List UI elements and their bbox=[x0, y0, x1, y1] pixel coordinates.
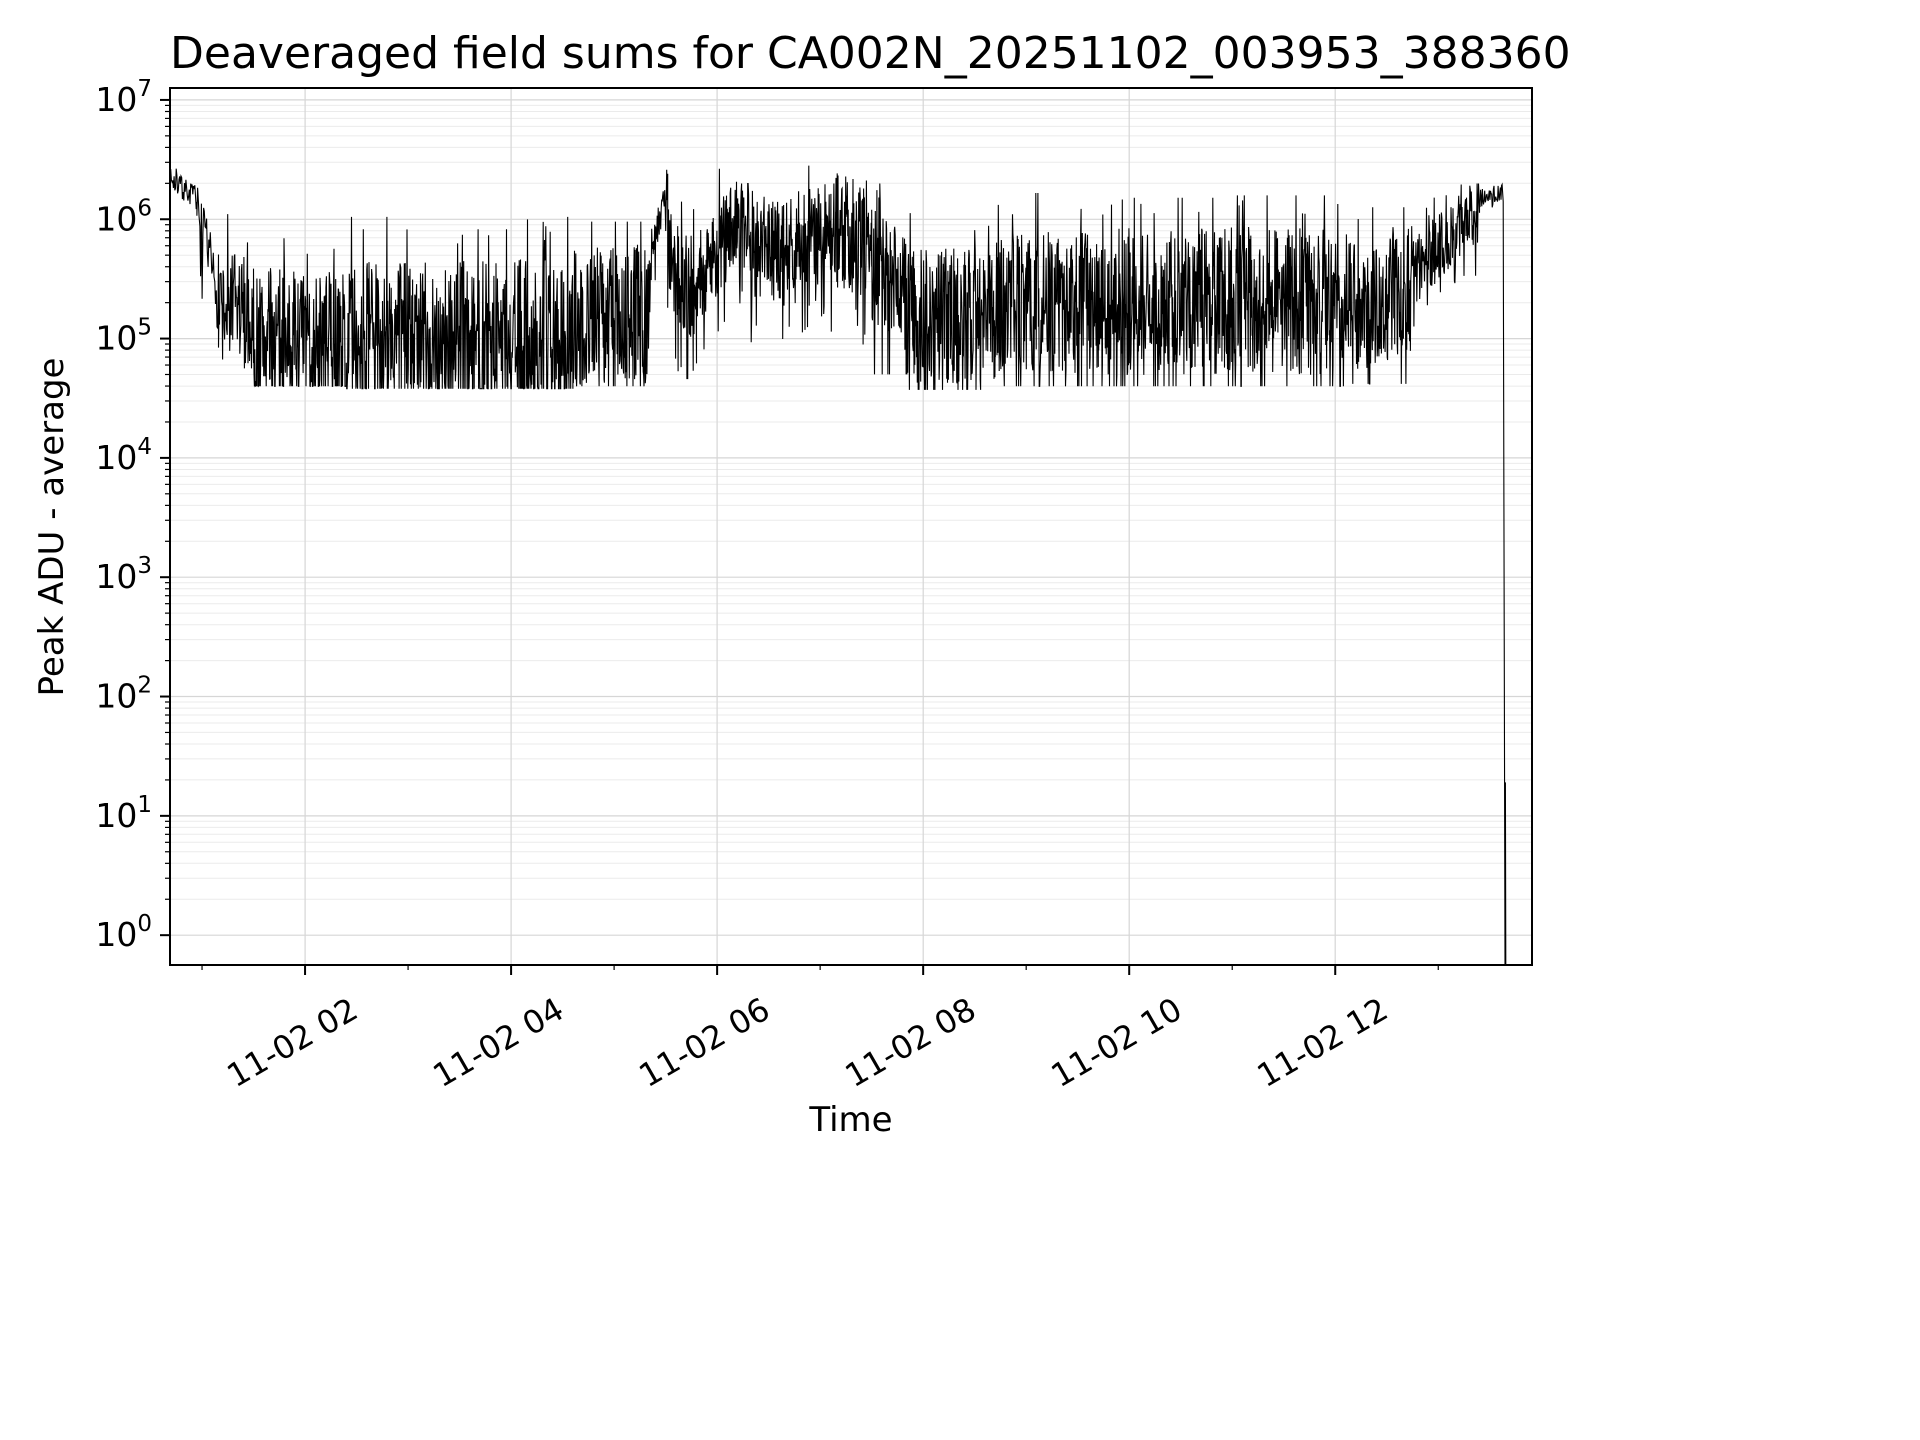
y-tick-label: 101 bbox=[95, 792, 152, 835]
y-tick-label: 104 bbox=[95, 434, 152, 477]
y-tick-label: 107 bbox=[95, 76, 152, 119]
minor-gridlines bbox=[170, 104, 1532, 900]
y-tick-label: 103 bbox=[95, 553, 152, 596]
x-tick-label: 11-02 12 bbox=[1251, 990, 1395, 1095]
chart-title: Deaveraged field sums for CA002N_2025110… bbox=[170, 28, 1571, 79]
x-tick-label: 11-02 06 bbox=[633, 990, 777, 1095]
data-series-line bbox=[170, 165, 1507, 965]
x-tick-label: 11-02 04 bbox=[427, 990, 571, 1095]
axis-ticks bbox=[160, 98, 1439, 975]
x-axis-label: Time bbox=[809, 1100, 893, 1140]
x-tick-label: 11-02 10 bbox=[1045, 990, 1189, 1095]
y-tick-label: 100 bbox=[95, 911, 152, 954]
x-tick-label: 11-02 08 bbox=[839, 990, 983, 1095]
x-tick-labels: 11-02 02 11-02 04 11-02 06 11-02 08 11-02 10… bbox=[221, 990, 1395, 1095]
y-tick-label: 106 bbox=[95, 195, 152, 238]
y-tick-labels: 100 101 102 103 104 105 106 107 bbox=[95, 76, 152, 954]
major-gridlines bbox=[170, 88, 1532, 965]
x-tick-label: 11-02 02 bbox=[221, 990, 365, 1095]
y-axis-label: Peak ADU - average bbox=[32, 357, 72, 697]
y-tick-label: 102 bbox=[95, 673, 152, 716]
y-tick-label: 105 bbox=[95, 315, 152, 358]
axes-frame bbox=[169, 87, 1533, 966]
